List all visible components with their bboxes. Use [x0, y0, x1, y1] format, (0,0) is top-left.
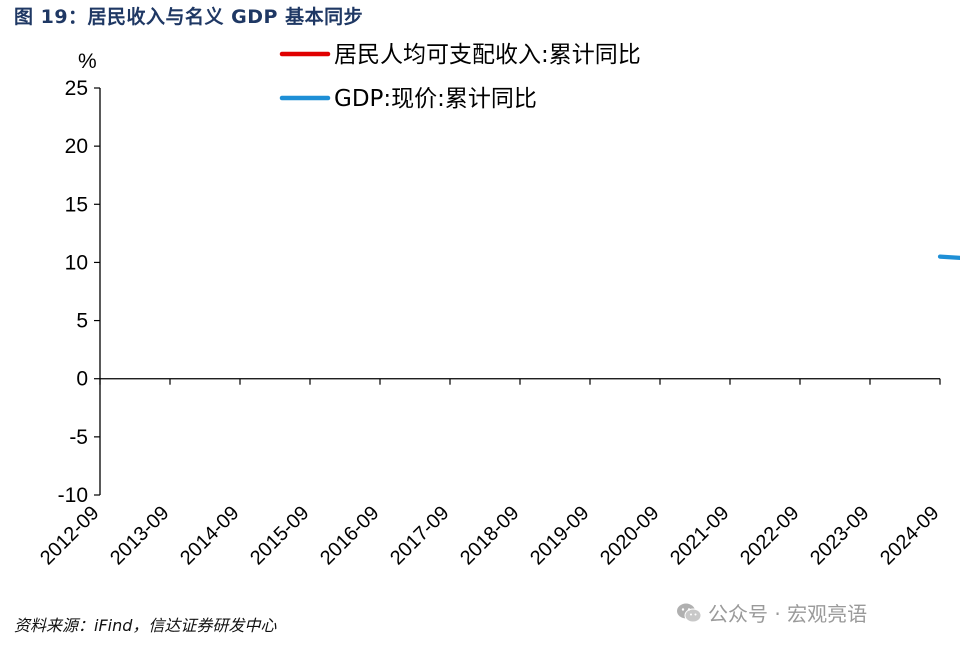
y-tick-label: -5 — [69, 426, 88, 449]
y-tick-label: 0 — [76, 368, 88, 391]
y-tick-label: 5 — [76, 310, 88, 333]
watermark: 公众号 · 宏观亮语 — [676, 598, 867, 627]
y-axis-ticks: 25 20 15 10 5 0 -5 -10 — [58, 77, 100, 507]
x-tick-label: 2019-09 — [526, 502, 593, 569]
x-tick-label: 2012-09 — [36, 502, 103, 569]
y-tick-label: -10 — [58, 484, 88, 507]
y-axis-label: % — [78, 50, 97, 73]
x-tick-label: 2017-09 — [386, 502, 453, 569]
x-tick-label: 2020-09 — [596, 502, 663, 569]
y-tick-label: 15 — [65, 193, 88, 216]
series-layer — [937, 254, 960, 261]
x-tick-label: 2022-09 — [736, 502, 803, 569]
source-note: 资料来源：iFind，信达证券研发中心 — [14, 616, 277, 635]
chart-legend: 居民人均可支配收入:累计同比 GDP:现价:累计同比 — [279, 42, 641, 112]
x-tick-label: 2013-09 — [106, 502, 173, 569]
y-tick-label: 20 — [65, 135, 88, 158]
series-line-gdp — [937, 254, 960, 261]
watermark-text: 公众号 · 宏观亮语 — [708, 602, 868, 626]
x-tick-label: 2016-09 — [316, 502, 383, 569]
wechat-icon — [677, 603, 702, 622]
y-tick-label: 25 — [65, 77, 88, 100]
x-tick-label: 2023-09 — [806, 502, 873, 569]
chart-axes — [99, 88, 940, 495]
x-axis-ticks: 2012-09 2013-09 2014-09 2015-09 2016-09 2017-… — [36, 378, 944, 569]
x-tick-label: 2014-09 — [176, 502, 243, 569]
x-tick-label: 2018-09 — [456, 502, 523, 569]
x-tick-label: 2015-09 — [246, 502, 313, 569]
legend-label-income: 居民人均可支配收入:累计同比 — [334, 42, 641, 68]
x-tick-label: 2024-09 — [876, 502, 943, 569]
figure-title: 图 19：居民收入与名义 GDP 基本同步 — [14, 6, 364, 28]
y-tick-label: 10 — [65, 251, 88, 274]
x-tick-label: 2021-09 — [666, 502, 733, 569]
legend-label-gdp: GDP:现价:累计同比 — [334, 86, 537, 112]
